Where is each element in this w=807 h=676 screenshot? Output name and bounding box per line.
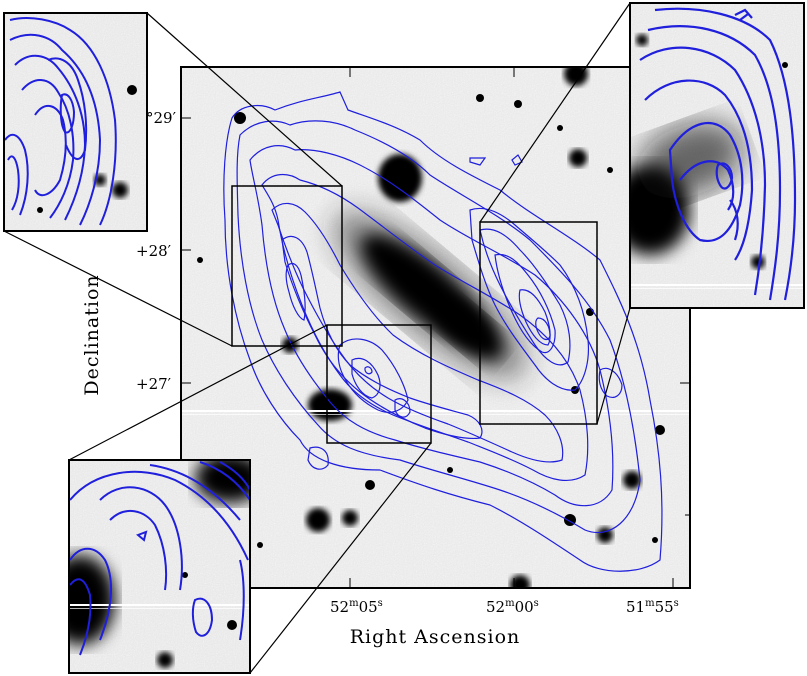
y-tick-label: +28′ (136, 242, 172, 260)
y-tick-label: °29′ (146, 109, 177, 127)
inset-bottom-left (68, 459, 251, 674)
y-tick-label: +27′ (136, 375, 172, 393)
inset-top-left (3, 12, 148, 232)
zoom-box-bottom (326, 324, 432, 444)
x-tick-label-2: 52m00s (486, 598, 539, 616)
zoom-box-right (479, 221, 598, 425)
y-axis-label: Declination (81, 274, 103, 395)
x-tick-label-3: 51m55s (626, 598, 679, 616)
galaxy-and-stars (181, 67, 690, 588)
hi-contours-main (223, 91, 663, 572)
x-tick-label-1: 52m05s (330, 598, 383, 616)
main-image-panel (180, 66, 691, 589)
x-tick-labels: 52m05s 52m00s 51m55s (330, 598, 679, 616)
x-axis-label: Right Ascension (350, 626, 521, 648)
y-tick-labels: °29′ +28′ +27′ (136, 109, 177, 393)
connector-lines (3, 2, 631, 674)
inset-top-right (629, 2, 805, 309)
